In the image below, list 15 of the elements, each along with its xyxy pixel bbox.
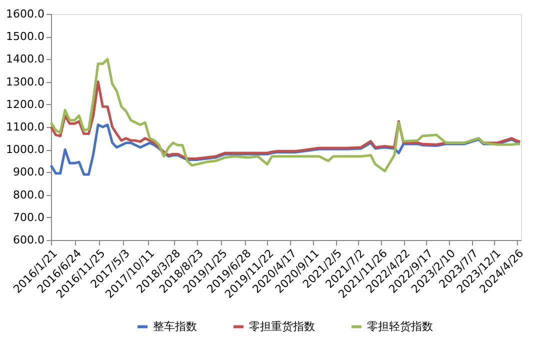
y-tick-label: 1400.0 bbox=[6, 52, 44, 66]
legend-label: 零担重货指数 bbox=[249, 320, 315, 333]
y-tick-label: 1100.0 bbox=[6, 120, 44, 134]
y-tick-label: 800.0 bbox=[13, 188, 44, 202]
y-tick-label: 1600.0 bbox=[6, 8, 44, 20]
y-tick-label: 1200.0 bbox=[6, 98, 44, 111]
legend-label: 零担轻货指数 bbox=[367, 320, 433, 333]
line-series bbox=[50, 58, 522, 172]
y-tick-label: 1000.0 bbox=[6, 143, 44, 156]
y-tick-label: 600.0 bbox=[13, 234, 44, 246]
y-tick-label: 1300.0 bbox=[6, 75, 44, 88]
legend-label: 整车指数 bbox=[153, 320, 197, 333]
y-tick-label: 900.0 bbox=[13, 166, 44, 179]
y-tick-label: 1500.0 bbox=[6, 30, 44, 44]
y-tick-label: 700.0 bbox=[13, 210, 44, 224]
